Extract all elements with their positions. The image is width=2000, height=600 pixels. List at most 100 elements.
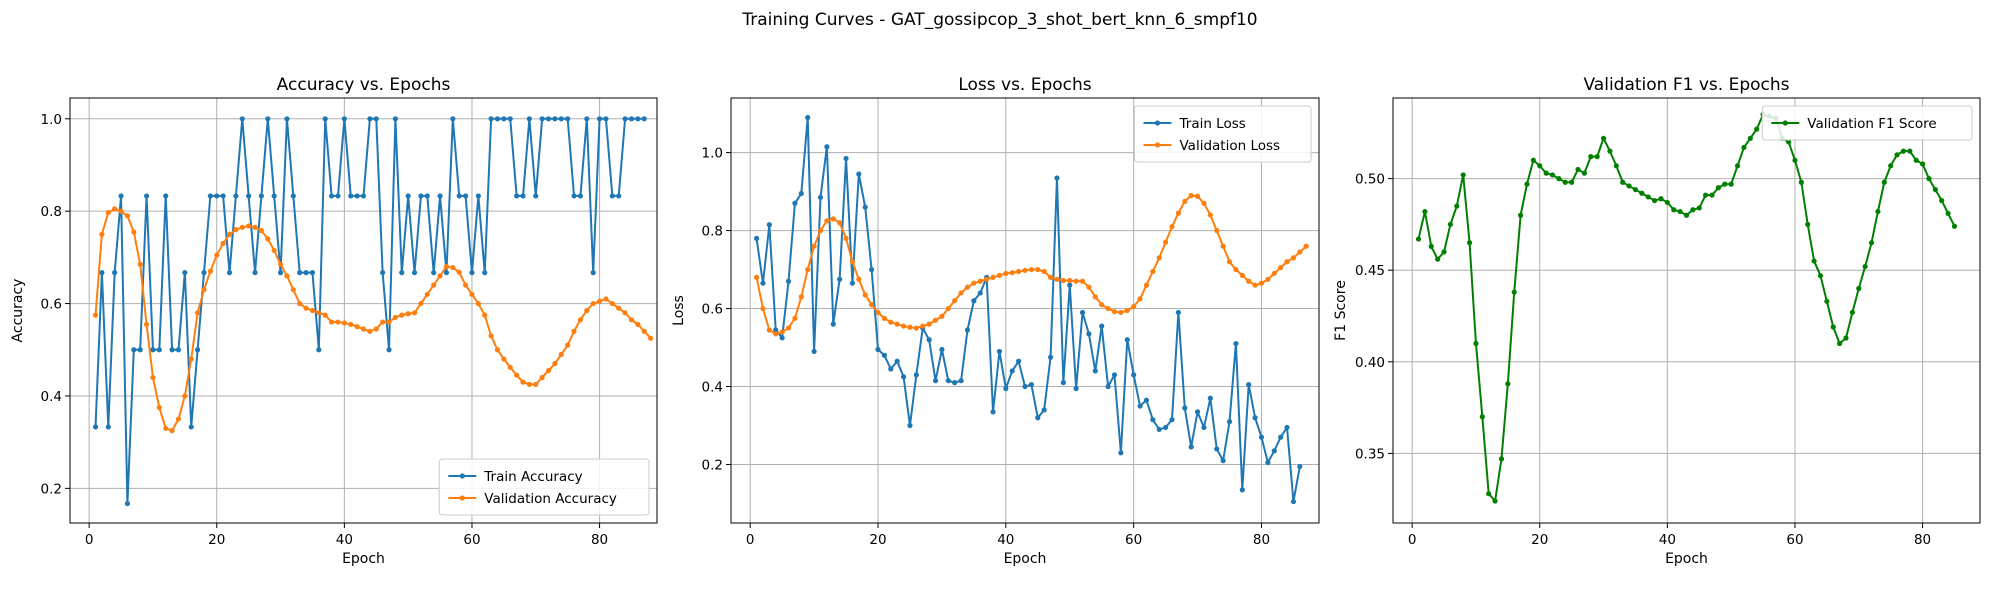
data-point [805, 114, 811, 121]
data-point [1137, 296, 1143, 302]
data-point [1297, 249, 1303, 255]
data-point [328, 319, 335, 325]
chart-2: 0 20 40 60 80 0.2 0.4 0.6 0.8 1.0 Loss vs. Epochs E… [671, 75, 1320, 567]
data-point [622, 116, 628, 122]
data-point [837, 276, 843, 282]
data-point [1207, 395, 1213, 401]
data-point [1194, 193, 1201, 199]
data-point [201, 287, 207, 293]
data-point [405, 311, 411, 317]
data-point [1715, 185, 1722, 191]
data-point [792, 200, 798, 206]
data-point [1131, 372, 1137, 378]
data-point [830, 321, 836, 327]
data-point [1201, 424, 1207, 431]
chart-title: Validation F1 vs. Epochs [1584, 75, 1790, 95]
data-point [1028, 381, 1034, 388]
data-point [1169, 224, 1175, 230]
figure-suptitle: Training Curves - GAT_gossipcop_3_shot_b… [741, 10, 1257, 30]
data-point [945, 378, 951, 384]
data-point [1022, 267, 1028, 273]
data-point [552, 116, 558, 122]
data-point [214, 252, 220, 258]
data-point [514, 372, 520, 378]
y-tick-label: 0.2 [41, 481, 62, 497]
data-point [1086, 331, 1092, 337]
data-point [258, 227, 265, 234]
data-point [239, 224, 245, 230]
data-point [1028, 266, 1034, 273]
data-point [386, 347, 392, 353]
data-point [1881, 179, 1887, 185]
data-point [469, 291, 475, 297]
legend-label: Train Loss [1179, 116, 1246, 132]
data-point [373, 116, 379, 122]
data-point [1079, 278, 1086, 284]
data-point [1473, 340, 1479, 347]
data-point [964, 327, 971, 333]
data-point [920, 323, 926, 329]
legend-label: Validation Accuracy [484, 491, 617, 507]
data-point [341, 320, 347, 326]
data-point [520, 379, 526, 385]
data-point [456, 193, 462, 199]
data-point [1143, 282, 1150, 288]
data-point [150, 374, 156, 381]
data-point [824, 144, 830, 150]
data-point [1284, 424, 1290, 431]
data-point [753, 274, 760, 280]
data-point [1447, 221, 1454, 228]
data-point [316, 347, 322, 353]
y-tick-label: 0.45 [1355, 263, 1385, 279]
data-point [1518, 212, 1524, 218]
data-point [1047, 274, 1054, 280]
data-point [137, 347, 143, 353]
x-tick-label: 0 [85, 532, 94, 548]
data-point [1683, 212, 1690, 218]
data-point [533, 193, 539, 199]
data-point [1054, 276, 1060, 282]
data-point [622, 310, 628, 316]
data-point [1016, 268, 1022, 275]
data-point [1214, 446, 1220, 452]
data-point [648, 335, 654, 341]
data-point [571, 193, 577, 199]
data-point [1435, 256, 1441, 262]
data-point [526, 381, 532, 388]
data-point [628, 317, 635, 323]
data-point [195, 347, 201, 353]
data-point [1290, 498, 1297, 505]
x-tick-label: 40 [336, 532, 353, 548]
data-point [1060, 380, 1066, 386]
data-point [907, 324, 913, 330]
data-point [341, 116, 347, 122]
data-point [431, 282, 437, 288]
data-point [335, 193, 341, 199]
data-point [1131, 304, 1137, 310]
data-point [233, 227, 239, 233]
data-point [1498, 456, 1505, 462]
data-point [1926, 176, 1932, 182]
data-point [1156, 255, 1162, 261]
data-point [494, 116, 501, 122]
data-point [1284, 259, 1290, 265]
x-tick-label: 60 [1786, 532, 1803, 548]
data-point [1182, 198, 1188, 204]
data-point [143, 321, 150, 327]
data-point [1824, 298, 1830, 304]
data-point [494, 347, 501, 353]
data-point [284, 273, 290, 279]
data-point [1137, 403, 1143, 409]
data-point [322, 116, 328, 122]
data-point [143, 193, 150, 199]
data-point [926, 337, 932, 343]
x-tick-label: 0 [746, 532, 755, 548]
data-point [1600, 135, 1607, 141]
data-point [1201, 200, 1207, 206]
data-point [1143, 397, 1150, 403]
data-point [367, 116, 373, 122]
series-line [94, 117, 645, 505]
data-point [939, 346, 945, 353]
data-point [1460, 172, 1466, 178]
data-point [952, 380, 958, 386]
